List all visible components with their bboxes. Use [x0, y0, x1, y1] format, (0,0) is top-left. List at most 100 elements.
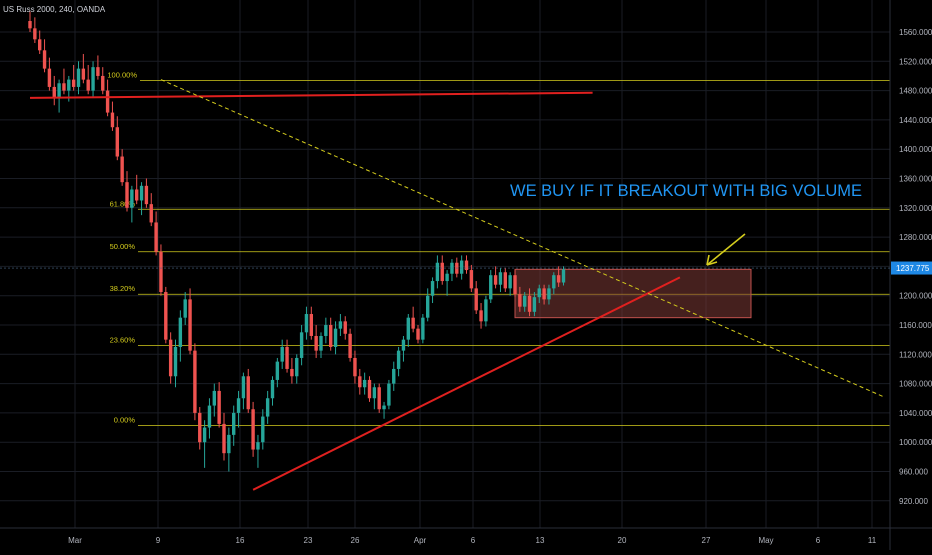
candle-body — [275, 361, 280, 380]
candle-body — [256, 442, 260, 450]
candle-body — [251, 409, 255, 450]
candle-body — [178, 317, 183, 347]
candle-body — [202, 427, 207, 443]
candle-body — [241, 376, 246, 399]
candle-body — [86, 79, 90, 91]
candle-body — [295, 357, 299, 377]
candle-body — [523, 295, 527, 307]
candle-body — [537, 288, 541, 298]
candle-body — [532, 297, 537, 312]
candle-body — [450, 262, 454, 274]
candle-body — [304, 314, 309, 333]
candle-body — [338, 321, 343, 329]
candle-body — [71, 79, 76, 87]
candle-body — [222, 423, 226, 454]
candle-body — [411, 317, 415, 329]
descending-dashed-trendline — [160, 79, 884, 398]
candle-body — [353, 357, 357, 377]
candle-body — [290, 368, 294, 377]
y-tick-label: 1080.000 — [899, 380, 932, 389]
candle-body — [493, 275, 498, 285]
candle-body — [236, 398, 241, 413]
current-price-tag — [891, 261, 932, 275]
candle-body — [57, 83, 61, 98]
candle-body — [459, 260, 464, 274]
trend-lines — [29, 79, 884, 491]
y-tick-label: 1200.000 — [899, 292, 932, 301]
candle-body — [159, 251, 163, 293]
fib-level-label: 50.00% — [110, 242, 136, 251]
candle-body — [154, 222, 158, 252]
x-tick-label: 26 — [351, 536, 360, 545]
candle-body — [367, 379, 372, 399]
x-tick-label: 16 — [236, 536, 245, 545]
horizontal-resistance-line — [29, 91, 593, 99]
candle-body — [217, 390, 221, 424]
y-tick-label: 1000.000 — [899, 438, 932, 447]
y-tick-label: 960.000 — [899, 468, 928, 477]
fibonacci-levels: 100.00% 61.80% 50.00% 38.20% 23.60% 0.00% — [107, 70, 890, 426]
candle-body — [392, 368, 396, 384]
candle-body — [188, 299, 192, 351]
candle-body — [227, 434, 231, 454]
candle-body — [168, 339, 173, 377]
annotation-text: WE BUY IF IT BREAKOUT WITH BIG VOLUME — [510, 182, 862, 200]
candle-body — [469, 270, 474, 289]
candle-body — [513, 275, 517, 295]
candle-body — [120, 156, 124, 183]
candle-body — [406, 317, 410, 340]
fib-level-label: 100.00% — [107, 70, 137, 79]
candle-body — [164, 292, 168, 340]
candle-body — [42, 50, 47, 69]
candle-body — [91, 67, 95, 91]
candle-body — [115, 127, 119, 157]
arrow-shaft — [706, 233, 746, 266]
candle-body — [96, 67, 100, 76]
candle-body — [33, 28, 37, 40]
candle-body — [484, 299, 488, 322]
candle-body — [348, 333, 352, 358]
y-tick-label: 1040.000 — [899, 409, 932, 418]
candle-body — [319, 335, 323, 351]
candle-body — [396, 350, 401, 369]
candle-body — [183, 299, 187, 318]
candle-body — [261, 416, 265, 443]
candle-body — [358, 376, 362, 388]
candle-body — [445, 273, 449, 282]
candle-body — [125, 182, 129, 208]
candle-body — [416, 328, 420, 340]
candle-body — [440, 262, 444, 282]
candle-body — [474, 288, 478, 311]
x-tick-label: 6 — [471, 536, 476, 545]
candle-body — [309, 314, 313, 336]
x-tick-label: 27 — [702, 536, 711, 545]
x-tick-label: 9 — [156, 536, 161, 545]
candle-body — [246, 376, 250, 410]
candle-body — [62, 83, 66, 91]
current-price-label: 1237.775 — [896, 264, 930, 273]
candle-body — [130, 189, 134, 208]
x-tick-label: Apr — [414, 536, 427, 545]
candle-body — [401, 339, 406, 351]
candle-body — [426, 295, 430, 318]
candle-body — [47, 68, 52, 87]
candle-body — [387, 383, 391, 406]
candle-body — [503, 272, 507, 289]
candle-body — [430, 281, 435, 296]
candle-body — [135, 189, 139, 201]
x-tick-label: 6 — [816, 536, 821, 545]
candle-body — [421, 317, 425, 340]
candle-body — [362, 379, 367, 388]
y-tick-label: 1440.000 — [899, 116, 932, 125]
candle-body — [76, 68, 81, 87]
fib-level-label: 23.60% — [110, 336, 136, 345]
y-tick-label: 1360.000 — [899, 175, 932, 184]
x-tick-label: 11 — [868, 536, 877, 545]
candle-body — [280, 346, 284, 362]
candle-body — [498, 272, 503, 285]
candle-body — [382, 405, 386, 410]
candle-body — [207, 405, 212, 428]
candle-body — [561, 269, 566, 283]
fib-level-label: 61.80% — [110, 199, 136, 208]
